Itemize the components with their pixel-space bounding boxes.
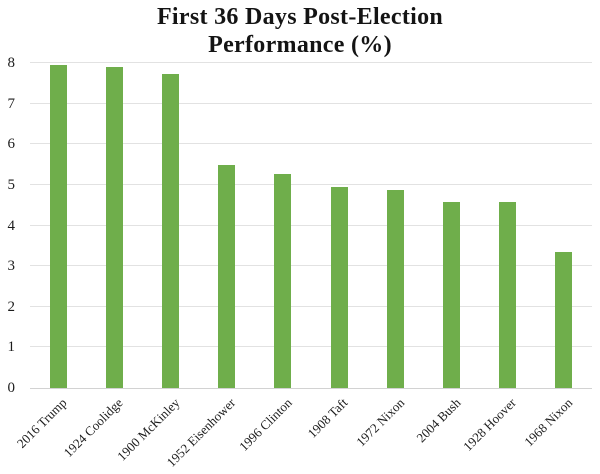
bar [443,202,460,388]
gridline [30,183,592,185]
x-axis-label: 2016 Trump [13,395,70,451]
x-axis-label: 1968 Nixon [521,395,576,450]
chart-title-line1: First 36 Days Post-Election [156,4,444,30]
x-axis-label: 1908 Taft [304,395,351,441]
x-axis-label: 1972 Nixon [352,395,407,450]
gridline [30,265,592,267]
bar [218,164,236,388]
bar [555,251,573,388]
gridline [30,224,592,226]
gridline [30,102,592,104]
gridline [30,62,592,63]
y-axis-tick-label: 0 [7,380,16,396]
x-axis-label: 2004 Bush [412,395,464,446]
gridline [30,346,592,348]
bar [162,74,179,388]
y-axis-tick-label: 4 [7,217,16,234]
gridline [30,143,592,145]
chart-title: First 36 Days Post-Election Performance … [0,3,600,59]
x-axis-line [30,388,592,389]
bar [105,67,123,388]
chart-title-line2: Performance (%) [208,32,392,58]
bar [274,173,292,388]
y-axis-tick-label: 3 [7,258,16,275]
x-axis-label: 1996 Clinton [235,395,295,454]
bar [386,189,404,388]
y-axis-tick-label: 7 [7,95,16,112]
y-axis-tick-label: 1 [7,339,16,356]
bar [499,202,517,388]
gridline [30,305,592,307]
bar [330,186,348,388]
plot-area [30,62,592,389]
y-axis-tick-label: 6 [7,136,16,153]
x-axis-label: 1928 Hoover [460,395,520,454]
y-axis-tick-label: 8 [7,55,16,71]
y-axis-tick-label: 2 [7,298,16,315]
y-axis-tick-label: 5 [7,176,16,193]
bar [49,65,67,388]
